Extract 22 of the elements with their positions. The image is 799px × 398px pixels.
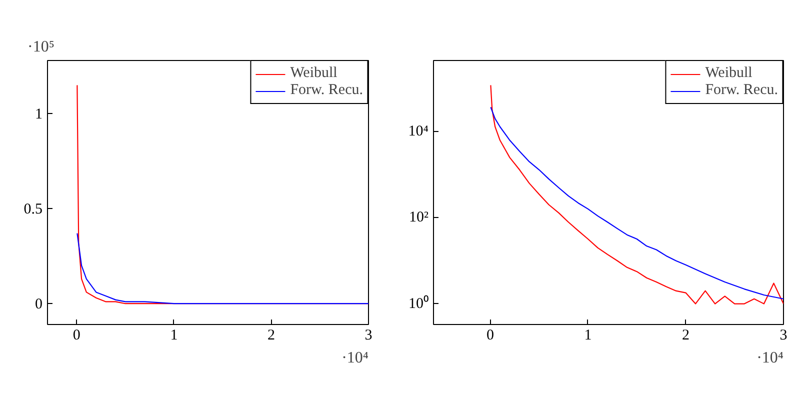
x-tick-label: 0 [72, 328, 80, 344]
x-tick-label: 0 [486, 328, 494, 344]
legend-label: Forw. Recu. [290, 82, 363, 99]
text: ·10⁴ [756, 350, 784, 366]
x-tick-label: 1 [584, 328, 592, 344]
x-tick-label: 2 [267, 328, 275, 344]
y-tick-label: 0 [35, 296, 42, 313]
text: ·10⁵ [28, 38, 54, 56]
y-tick-label: 1 [35, 106, 42, 123]
x-tick-label: 3 [364, 328, 372, 344]
legend-label: Weibull [290, 65, 338, 82]
x-tick-label: 1 [170, 328, 178, 344]
legend-label: Forw. Recu. [705, 82, 778, 99]
legend-label: Weibull [705, 65, 752, 82]
x-tick-label: 3 [780, 328, 788, 344]
line-series [76, 232, 368, 304]
text: ·10⁴ [342, 350, 369, 366]
y-tick-label: 0.5 [24, 202, 42, 218]
x-tick-label: 2 [682, 328, 690, 344]
y-tick-label: 10⁴ [408, 124, 429, 140]
y-tick-label: 10² [409, 210, 430, 226]
y-tick-label: 10⁰ [408, 294, 428, 312]
